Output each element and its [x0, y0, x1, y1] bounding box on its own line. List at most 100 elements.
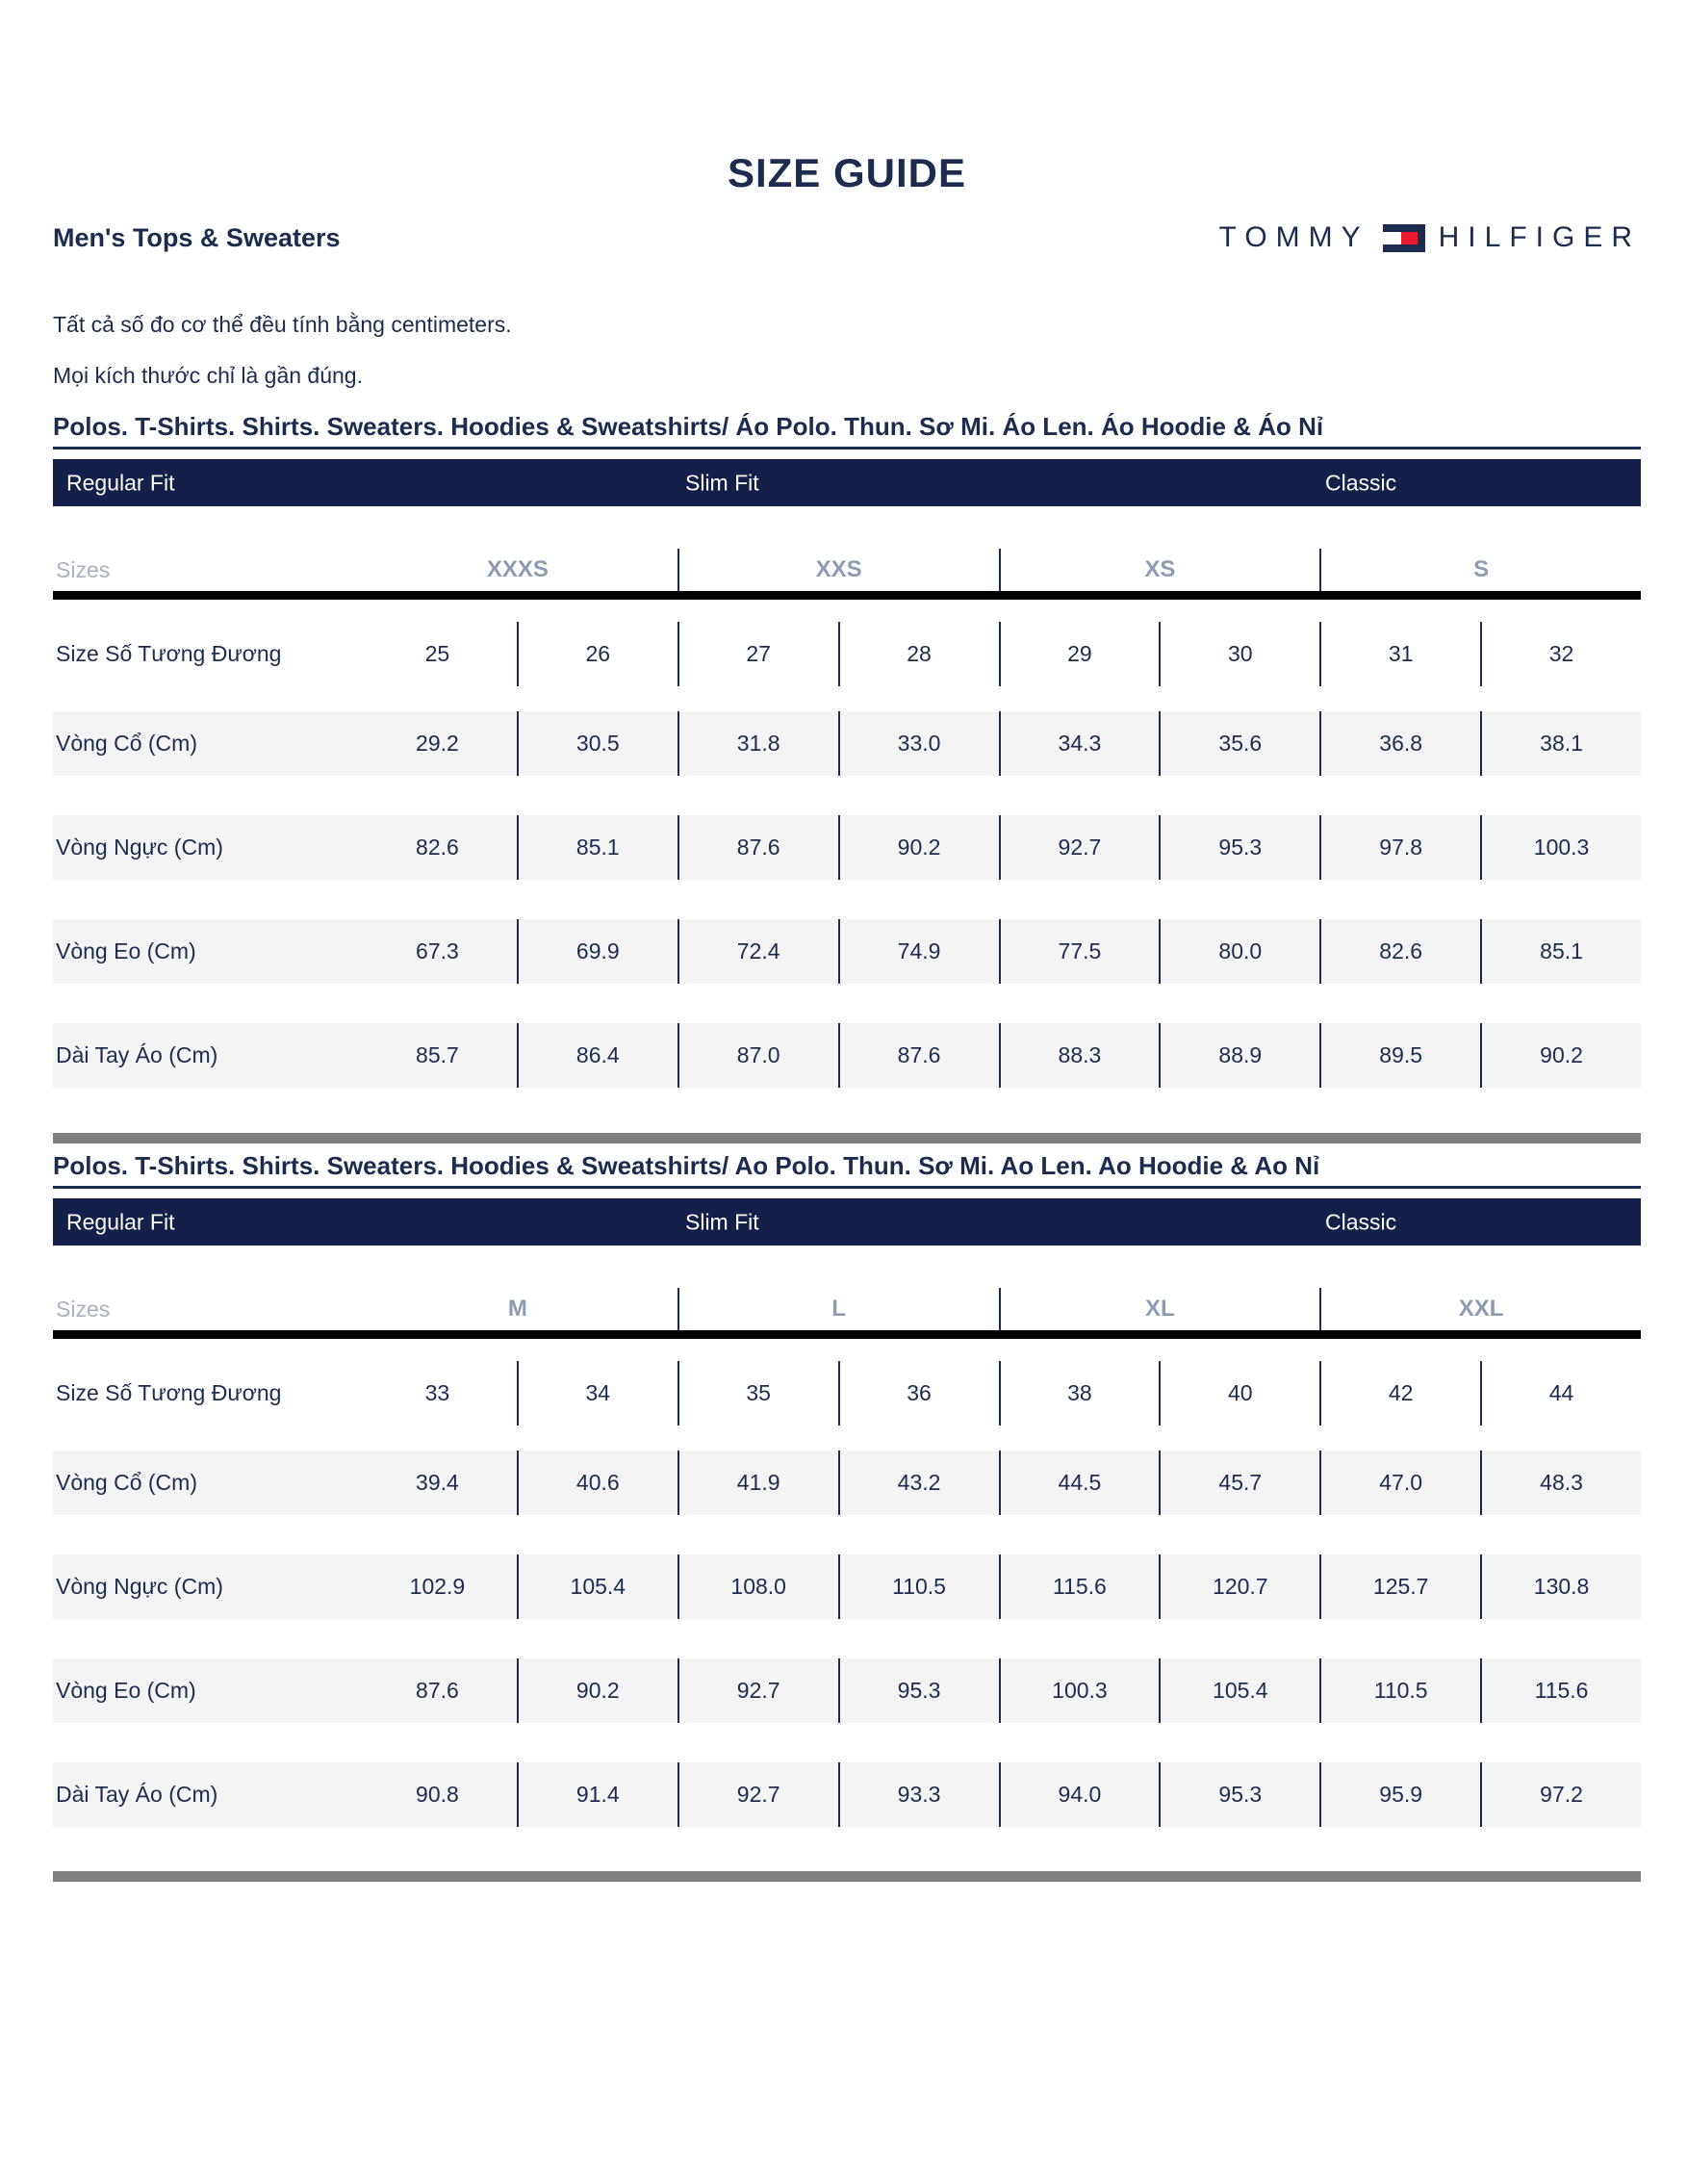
value-cell: 85.1: [516, 815, 677, 880]
value-cell: 26: [516, 622, 677, 686]
value-cell: 25: [424, 641, 450, 666]
row-label: Size Số Tương Đương: [56, 641, 282, 666]
flag-top-stripe: [1382, 223, 1425, 232]
value-cell: 48.3: [1480, 1451, 1641, 1515]
value-cell: 36: [837, 1361, 999, 1426]
value-cell: 87.0: [677, 1023, 838, 1088]
flag-red-block: [1401, 231, 1419, 244]
size-group-xl: XL: [998, 1288, 1320, 1330]
page-bottom-bar: [53, 1871, 1641, 1882]
brand-row: Men's Tops & Sweaters TOMMY HILFIGER: [53, 221, 1641, 254]
fit-label-regular: Regular Fit: [66, 470, 175, 495]
row-label: Dài Tay Áo (Cm): [56, 1782, 218, 1807]
value-cell: 125.7: [1319, 1554, 1480, 1619]
value-cell: 87.6: [677, 815, 838, 880]
row-label: Vòng Ngực (Cm): [56, 1574, 223, 1599]
value-cell: 95.3: [837, 1658, 999, 1723]
value-cell: 29.2: [416, 731, 459, 756]
size-group-m: M: [507, 1296, 527, 1322]
value-cell: 32: [1480, 622, 1641, 686]
value-cell: 108.0: [677, 1554, 838, 1619]
value-cell: 43.2: [837, 1451, 999, 1515]
value-cell: 100.3: [1480, 815, 1641, 880]
value-cell: 33.0: [837, 711, 999, 776]
value-cell: 36.8: [1319, 711, 1480, 776]
row-label: Vòng Eo (Cm): [56, 938, 196, 964]
value-cell: 110.5: [837, 1554, 999, 1619]
value-cell: 120.7: [1159, 1554, 1319, 1619]
value-cell: 38.1: [1480, 711, 1641, 776]
row-label: Size Số Tương Đương: [56, 1380, 282, 1405]
value-cell: 29: [998, 622, 1160, 686]
row-label: Vòng Ngực (Cm): [56, 835, 223, 860]
value-cell: 80.0: [1159, 919, 1319, 984]
fit-label-regular: Regular Fit: [66, 1209, 175, 1234]
flag-navy-block: [1418, 231, 1425, 244]
table-row: Vòng Ngực (Cm) 102.9 105.4 108.0 110.5 115.6 1…: [53, 1554, 1641, 1619]
value-cell: 35.6: [1159, 711, 1319, 776]
value-cell: 44.5: [998, 1451, 1160, 1515]
flag-middle-stripe: [1382, 231, 1425, 244]
value-cell: 95.3: [1159, 1762, 1319, 1827]
row-label: Vòng Cổ (Cm): [56, 1470, 197, 1495]
measurement-rows: Size Số Tương Đương 25 26 27 28 29 30 31 32 Vòng …: [53, 622, 1641, 1088]
flag-bottom-stripe: [1382, 244, 1425, 252]
value-cell: 89.5: [1319, 1023, 1480, 1088]
value-cell: 34.3: [998, 711, 1160, 776]
value-cell: 90.2: [837, 815, 999, 880]
tommy-hilfiger-flag-icon: [1382, 223, 1425, 252]
value-cell: 100.3: [998, 1658, 1160, 1723]
flag-white-block: [1382, 231, 1402, 244]
fit-label-classic: Classic: [1325, 1209, 1397, 1234]
size-group-s: S: [1319, 549, 1641, 591]
value-cell: 92.7: [677, 1658, 838, 1723]
value-cell: 40: [1159, 1361, 1319, 1426]
size-group-xxxs: XXXS: [486, 556, 549, 582]
row-label: Vòng Eo (Cm): [56, 1678, 196, 1703]
page-content: SIZE GUIDE Men's Tops & Sweaters TOMMY H…: [53, 0, 1641, 1882]
value-cell: 102.9: [409, 1574, 466, 1599]
logo-word-tommy: TOMMY: [1218, 221, 1369, 253]
table-row: Size Số Tương Đương 33 34 35 36 38 40 42 44: [53, 1361, 1641, 1426]
value-cell: 82.6: [1319, 919, 1480, 984]
intro-line-approx: Mọi kích thước chỉ là gần đúng.: [53, 363, 363, 388]
value-cell: 35: [677, 1361, 838, 1426]
size-table-xxxs-to-s: Polos. T-Shirts. Shirts. Sweaters. Hoodi…: [53, 412, 1641, 1088]
intro-line-units: Tất cả số đo cơ thể đều tính bằng centim…: [53, 312, 512, 337]
value-cell: 97.8: [1319, 815, 1480, 880]
sizes-header-row: Sizes M L XL XXL: [53, 1288, 1641, 1330]
value-cell: 86.4: [516, 1023, 677, 1088]
value-cell: 42: [1319, 1361, 1480, 1426]
value-cell: 115.6: [998, 1554, 1160, 1619]
row-label: Vòng Cổ (Cm): [56, 731, 197, 756]
value-cell: 44: [1480, 1361, 1641, 1426]
intro-notes: Tất cả số đo cơ thể đều tính bằng centim…: [53, 312, 1641, 389]
value-cell: 115.6: [1480, 1658, 1641, 1723]
sizes-label: Sizes: [56, 1296, 111, 1322]
fit-label-slim: Slim Fit: [685, 1209, 759, 1234]
size-group-l: L: [677, 1288, 999, 1330]
value-cell: 92.7: [677, 1762, 838, 1827]
sizes-label: Sizes: [56, 556, 111, 582]
value-cell: 39.4: [416, 1470, 459, 1495]
value-cell: 28: [837, 622, 999, 686]
value-cell: 30.5: [516, 711, 677, 776]
value-cell: 34: [516, 1361, 677, 1426]
value-cell: 93.3: [837, 1762, 999, 1827]
size-table-m-to-xxl: Polos. T-Shirts. Shirts. Sweaters. Hoodi…: [53, 1151, 1641, 1827]
fit-bar: Regular Fit Slim Fit Classic: [53, 459, 1641, 506]
value-cell: 82.6: [416, 835, 459, 860]
value-cell: 105.4: [516, 1554, 677, 1619]
value-cell: 90.8: [416, 1782, 459, 1807]
value-cell: 77.5: [998, 919, 1160, 984]
table-row: Dài Tay Áo (Cm) 90.8 91.4 92.7 93.3 94.0 95.3 9…: [53, 1762, 1641, 1827]
value-cell: 92.7: [998, 815, 1160, 880]
page-title: SIZE GUIDE: [727, 150, 967, 195]
value-cell: 85.1: [1480, 919, 1641, 984]
header-rule: [53, 591, 1641, 600]
table-separator-bar: [53, 1133, 1641, 1143]
value-cell: 130.8: [1480, 1554, 1641, 1619]
table-row: Vòng Eo (Cm) 87.6 90.2 92.7 95.3 100.3 105.4 11…: [53, 1658, 1641, 1723]
value-cell: 41.9: [677, 1451, 838, 1515]
